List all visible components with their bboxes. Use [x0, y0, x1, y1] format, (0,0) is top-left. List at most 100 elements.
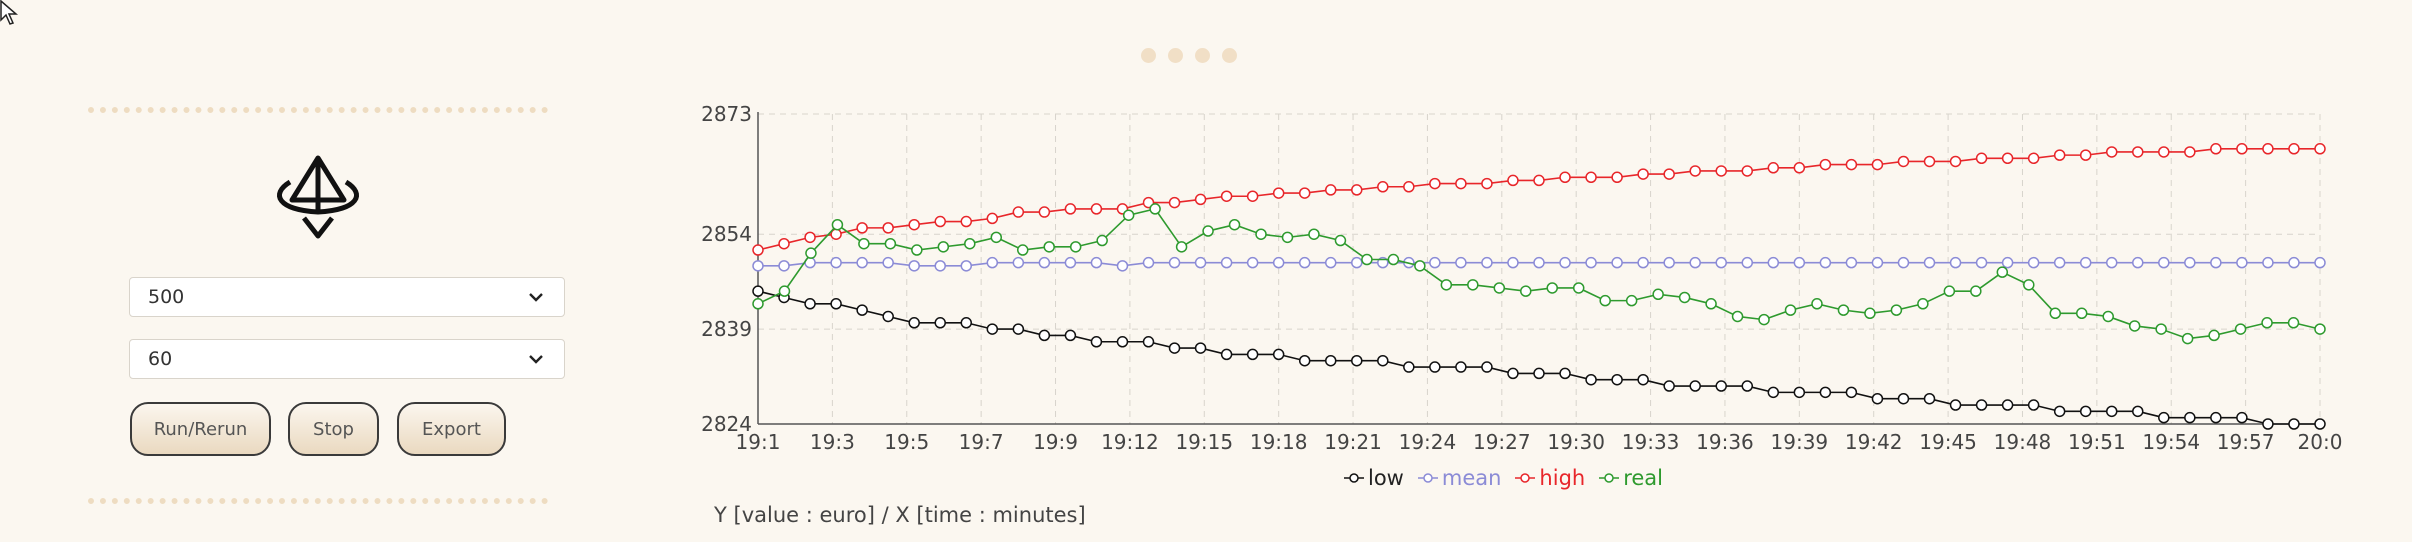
data-point-mean [1715, 256, 1727, 269]
data-point-low [1272, 348, 1285, 361]
x-tick-label: 19:42 [1845, 430, 1903, 454]
stop-button[interactable]: Stop [288, 402, 379, 456]
data-point-high [2184, 146, 2196, 158]
top-dotted-divider [88, 107, 548, 113]
legend-item-real[interactable]: real [1599, 466, 1663, 490]
data-point-mean [1871, 256, 1884, 269]
data-point-low [1871, 392, 1884, 405]
data-point-real [1175, 241, 1188, 253]
data-point-low [1377, 354, 1389, 367]
export-button[interactable]: Export [397, 402, 506, 456]
data-point-high [882, 222, 894, 234]
dot [1222, 48, 1237, 63]
data-point-high [1298, 187, 1311, 199]
data-point-mean [2288, 256, 2300, 269]
data-point-real [778, 285, 791, 297]
legend-item-low[interactable]: low [1344, 466, 1404, 490]
data-point-high [1090, 203, 1103, 215]
data-point-low [1403, 361, 1415, 373]
data-point-low [1090, 336, 1103, 348]
data-point-low [2236, 411, 2248, 424]
x-tick-label: 19:57 [2217, 430, 2275, 454]
data-point-high [1975, 152, 1988, 165]
data-point-mean [1064, 256, 1077, 269]
data-point-mean [1533, 256, 1545, 269]
data-point-real [937, 241, 950, 253]
data-point-high [1507, 174, 1519, 187]
data-point-low [2184, 411, 2196, 424]
data-point-low [1142, 336, 1155, 348]
data-point-real [858, 237, 870, 250]
data-point-low [830, 298, 842, 310]
data-point-real [1387, 253, 1400, 266]
data-point-high [1871, 158, 1884, 171]
data-point-low [1429, 361, 1441, 373]
data-point-real [1625, 294, 1638, 307]
data-point-high [1351, 184, 1363, 196]
data-point-real [2049, 307, 2062, 320]
x-tick-label: 19:27 [1473, 430, 1531, 454]
data-point-mean [2079, 256, 2092, 269]
data-point-low [1298, 354, 1311, 367]
data-point-low [1481, 361, 1493, 373]
data-point-high [908, 218, 920, 231]
data-point-real [2075, 307, 2088, 320]
x-tick-label: 19:45 [1919, 430, 1977, 454]
data-point-high [2314, 143, 2326, 155]
series-high [752, 143, 2326, 256]
data-point-low [1533, 367, 1545, 380]
series-mean [752, 256, 2326, 272]
x-tick-label: 19:3 [810, 430, 855, 454]
data-point-high [2132, 146, 2144, 158]
data-point-mean [1975, 256, 1988, 269]
data-point-high [1819, 158, 1832, 171]
data-point-real [1731, 310, 1744, 323]
data-point-low [1637, 373, 1649, 386]
data-point-mean [1845, 256, 1858, 269]
data-point-low [1793, 386, 1806, 399]
data-point-real [2314, 323, 2326, 335]
data-point-real [884, 237, 897, 250]
data-point-real [911, 244, 923, 256]
data-point-mean [1897, 256, 1910, 269]
data-point-real [1122, 209, 1135, 221]
data-point-low [1038, 329, 1051, 342]
legend-item-high[interactable]: high [1515, 466, 1585, 490]
data-point-mean [2314, 256, 2326, 269]
data-point-low [1507, 367, 1519, 380]
y-tick-label: 2873 [701, 102, 752, 126]
data-point-low [934, 317, 946, 329]
data-point-real [752, 298, 764, 310]
data-point-real [1096, 234, 1108, 247]
data-point-mean [1923, 256, 1936, 269]
data-point-real [1069, 241, 1082, 253]
data-point-high [1377, 181, 1389, 193]
x-tick-label: 19:33 [1622, 430, 1680, 454]
data-point-high [1064, 203, 1077, 215]
data-point-real [1970, 285, 1982, 297]
data-point-mean [1351, 256, 1363, 269]
data-point-mean [2236, 256, 2248, 269]
x-tick-label: 19:1 [736, 430, 781, 454]
data-point-mean [882, 256, 894, 269]
data-point-real [1811, 298, 1823, 310]
data-point-low [2210, 411, 2222, 424]
legend-item-mean[interactable]: mean [1417, 466, 1501, 490]
count-select[interactable]: 500 [129, 277, 565, 317]
y-tick-label: 2839 [701, 317, 752, 341]
data-point-high [856, 222, 868, 234]
data-point-real [1202, 225, 1214, 237]
data-point-real [2287, 317, 2300, 329]
data-point-low [908, 317, 920, 329]
data-point-mean [934, 260, 946, 272]
data-point-low [856, 304, 868, 316]
data-point-real [1414, 260, 1426, 272]
data-point-real [1149, 203, 1161, 215]
data-point-real [2155, 323, 2167, 335]
axis-caption: Y [value : euro] / X [time : minutes] [714, 503, 1086, 527]
x-tick-label: 19:5 [884, 430, 929, 454]
data-point-high [2236, 143, 2248, 155]
interval-select[interactable]: 60 [129, 339, 565, 379]
y-tick-label: 2854 [701, 222, 752, 246]
run-rerun-button[interactable]: Run/Rerun [130, 402, 271, 456]
